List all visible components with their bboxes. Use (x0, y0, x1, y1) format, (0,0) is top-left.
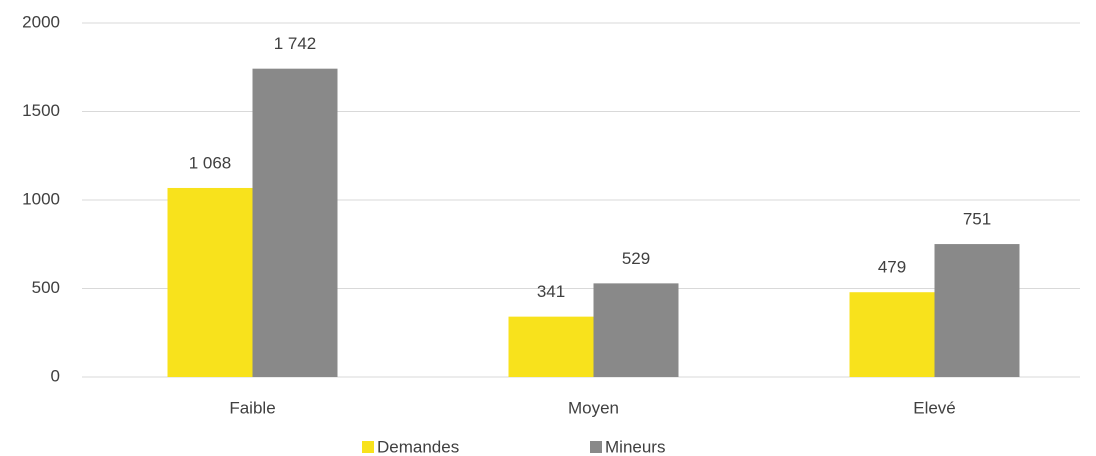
legend-swatch (590, 441, 602, 453)
value-label: 341 (537, 282, 565, 301)
y-tick-label: 1000 (22, 189, 60, 208)
x-tick-label: Moyen (568, 398, 619, 417)
x-tick-label: Faible (229, 398, 275, 417)
x-tick-label: Elevé (913, 398, 956, 417)
value-label: 479 (878, 258, 906, 277)
value-label: 1 068 (189, 153, 232, 172)
bar (849, 292, 935, 377)
y-tick-label: 1500 (22, 101, 60, 120)
y-tick-label: 2000 (22, 12, 60, 31)
value-label: 529 (622, 249, 650, 268)
y-tick-label: 500 (32, 278, 60, 297)
bar (167, 187, 253, 377)
value-label: 751 (963, 210, 991, 229)
bar (252, 68, 338, 377)
legend-swatch (362, 441, 374, 453)
bar (508, 316, 594, 377)
value-label: 1 742 (274, 34, 317, 53)
y-tick-label: 0 (51, 366, 60, 385)
legend-label: Demandes (377, 437, 459, 456)
legend-label: Mineurs (605, 437, 665, 456)
bar (593, 283, 679, 377)
bar (934, 244, 1020, 377)
